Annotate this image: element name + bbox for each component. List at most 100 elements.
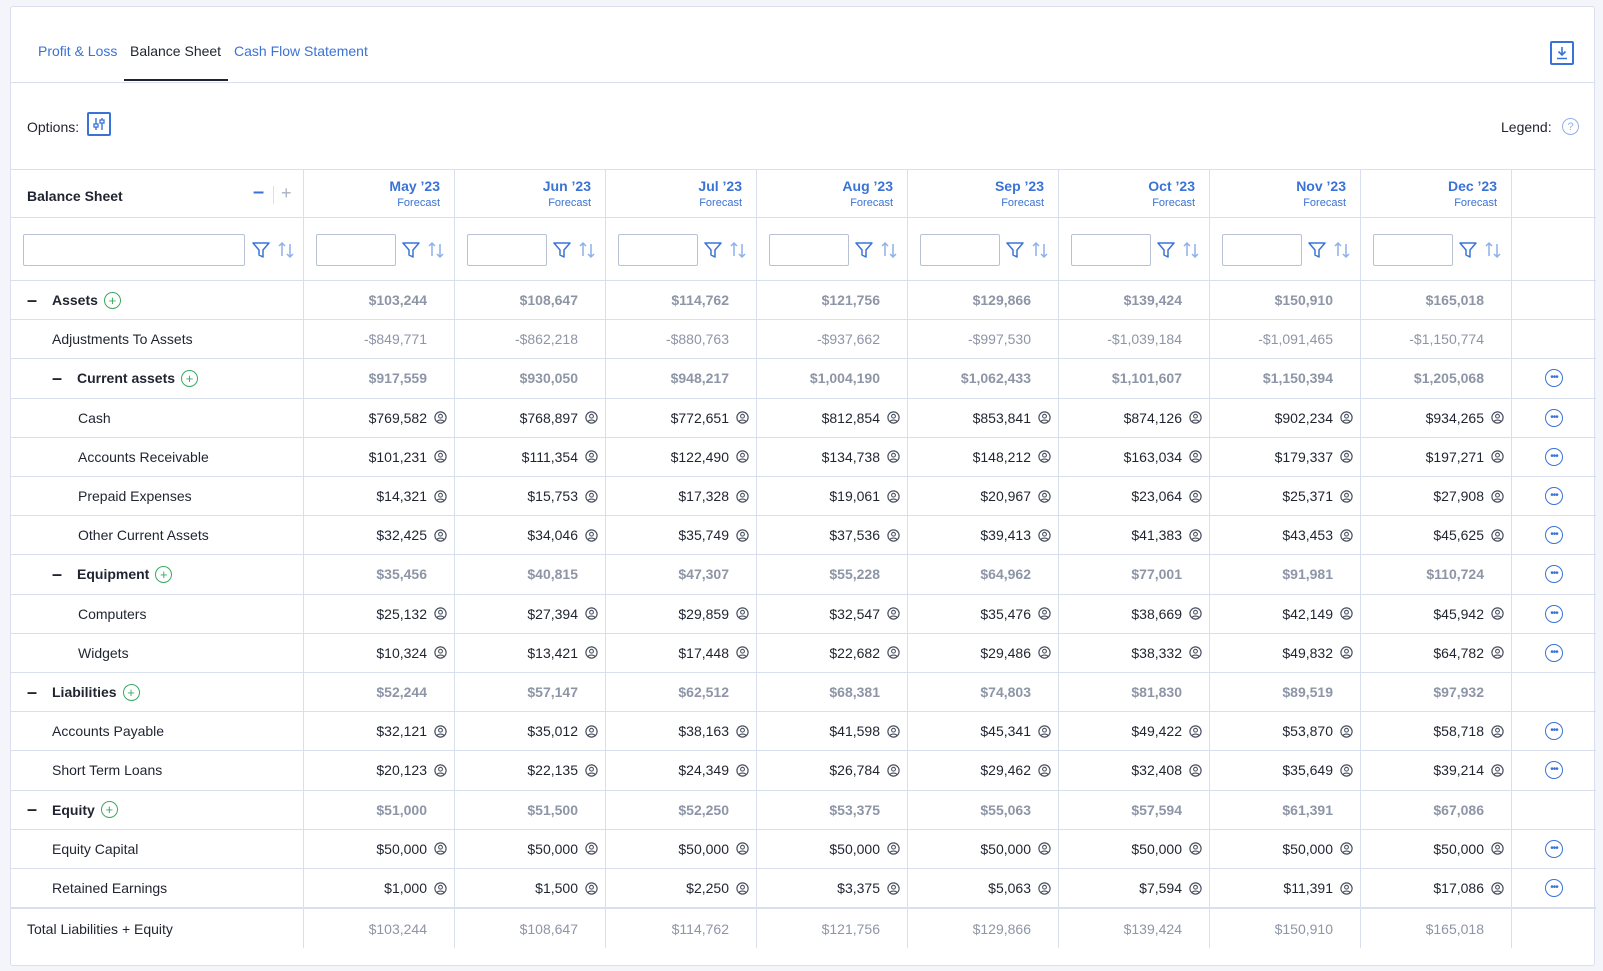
cell-value[interactable]: $37,536: [757, 516, 908, 554]
cell-value[interactable]: $17,448: [606, 634, 757, 672]
cell-value[interactable]: $197,271: [1361, 438, 1512, 476]
month-header[interactable]: Nov ’23 Forecast: [1210, 170, 1361, 217]
cell-value[interactable]: $853,841: [908, 399, 1059, 437]
filter-icon[interactable]: [1156, 240, 1176, 260]
sort-icon[interactable]: [879, 240, 899, 260]
cell-value[interactable]: $29,486: [908, 634, 1059, 672]
cell-value[interactable]: $25,132: [304, 595, 455, 633]
collapse-toggle[interactable]: –: [52, 367, 63, 388]
cell-value[interactable]: $10,324: [304, 634, 455, 672]
row-actions-button[interactable]: •••: [1512, 830, 1596, 868]
column-filter-input[interactable]: [316, 234, 396, 266]
filter-icon[interactable]: [703, 240, 723, 260]
cell-value[interactable]: $50,000: [606, 830, 757, 868]
add-row-icon[interactable]: +: [100, 801, 118, 819]
cell-value[interactable]: $35,012: [455, 712, 606, 750]
cell-value[interactable]: $50,000: [757, 830, 908, 868]
download-button[interactable]: [1550, 41, 1574, 65]
row-actions-button[interactable]: •••: [1512, 712, 1596, 750]
cell-value[interactable]: $58,718: [1361, 712, 1512, 750]
cell-value[interactable]: $35,749: [606, 516, 757, 554]
column-filter-input[interactable]: [618, 234, 698, 266]
cell-value[interactable]: $24,349: [606, 751, 757, 789]
cell-value[interactable]: $148,212: [908, 438, 1059, 476]
month-header[interactable]: Dec ’23 Forecast: [1361, 170, 1512, 217]
cell-value[interactable]: $111,354: [455, 438, 606, 476]
column-filter-input[interactable]: [467, 234, 547, 266]
cell-value[interactable]: $17,328: [606, 477, 757, 515]
collapse-toggle[interactable]: –: [52, 563, 63, 584]
help-icon[interactable]: ?: [1562, 118, 1579, 135]
sort-icon[interactable]: [728, 240, 748, 260]
column-filter-input[interactable]: [1071, 234, 1151, 266]
cell-value[interactable]: $43,453: [1210, 516, 1361, 554]
filter-icon[interactable]: [854, 240, 874, 260]
row-actions-button[interactable]: •••: [1512, 399, 1596, 437]
cell-value[interactable]: $50,000: [1059, 830, 1210, 868]
cell-value[interactable]: $20,123: [304, 751, 455, 789]
row-actions-button[interactable]: •••: [1512, 595, 1596, 633]
cell-value[interactable]: $38,669: [1059, 595, 1210, 633]
column-filter-input[interactable]: [769, 234, 849, 266]
month-header[interactable]: Jun ’23 Forecast: [455, 170, 606, 217]
add-row-icon[interactable]: +: [103, 291, 121, 309]
month-header[interactable]: Oct ’23 Forecast: [1059, 170, 1210, 217]
cell-value[interactable]: $41,598: [757, 712, 908, 750]
cell-value[interactable]: $768,897: [455, 399, 606, 437]
cell-value[interactable]: $41,383: [1059, 516, 1210, 554]
sort-icon[interactable]: [1181, 240, 1201, 260]
cell-value[interactable]: $101,231: [304, 438, 455, 476]
sort-icon[interactable]: [276, 240, 296, 260]
add-row-icon[interactable]: +: [181, 369, 199, 387]
row-actions-button[interactable]: •••: [1512, 359, 1596, 397]
sort-icon[interactable]: [426, 240, 446, 260]
cell-value[interactable]: $38,163: [606, 712, 757, 750]
add-row-icon[interactable]: +: [122, 683, 140, 701]
cell-value[interactable]: $53,870: [1210, 712, 1361, 750]
cell-value[interactable]: $163,034: [1059, 438, 1210, 476]
cell-value[interactable]: $769,582: [304, 399, 455, 437]
cell-value[interactable]: $50,000: [908, 830, 1059, 868]
cell-value[interactable]: $22,682: [757, 634, 908, 672]
row-actions-button[interactable]: •••: [1512, 869, 1596, 907]
cell-value[interactable]: $38,332: [1059, 634, 1210, 672]
column-filter-input[interactable]: [920, 234, 1000, 266]
cell-value[interactable]: $35,649: [1210, 751, 1361, 789]
month-header[interactable]: Jul ’23 Forecast: [606, 170, 757, 217]
cell-value[interactable]: $812,854: [757, 399, 908, 437]
filter-icon[interactable]: [552, 240, 572, 260]
cell-value[interactable]: $179,337: [1210, 438, 1361, 476]
collapse-all-button[interactable]: –: [253, 181, 265, 203]
sort-icon[interactable]: [1332, 240, 1352, 260]
cell-value[interactable]: $39,214: [1361, 751, 1512, 789]
cell-value[interactable]: $20,967: [908, 477, 1059, 515]
cell-value[interactable]: $25,371: [1210, 477, 1361, 515]
cell-value[interactable]: $7,594: [1059, 869, 1210, 907]
row-actions-button[interactable]: •••: [1512, 634, 1596, 672]
tab-balance-sheet[interactable]: Balance Sheet: [130, 43, 222, 59]
cell-value[interactable]: $49,832: [1210, 634, 1361, 672]
cell-value[interactable]: $29,859: [606, 595, 757, 633]
cell-value[interactable]: $45,341: [908, 712, 1059, 750]
cell-value[interactable]: $19,061: [757, 477, 908, 515]
month-header[interactable]: May ’23 Forecast: [304, 170, 455, 217]
cell-value[interactable]: $23,064: [1059, 477, 1210, 515]
cell-value[interactable]: $934,265: [1361, 399, 1512, 437]
cell-value[interactable]: $64,782: [1361, 634, 1512, 672]
sort-icon[interactable]: [1483, 240, 1503, 260]
cell-value[interactable]: $42,149: [1210, 595, 1361, 633]
tab-profit-loss[interactable]: Profit & Loss: [38, 43, 118, 59]
options-button[interactable]: [87, 112, 111, 136]
add-row-icon[interactable]: +: [155, 565, 173, 583]
cell-value[interactable]: $32,121: [304, 712, 455, 750]
row-actions-button[interactable]: •••: [1512, 555, 1596, 593]
sort-icon[interactable]: [1030, 240, 1050, 260]
cell-value[interactable]: $39,413: [908, 516, 1059, 554]
cell-value[interactable]: $32,408: [1059, 751, 1210, 789]
cell-value[interactable]: $3,375: [757, 869, 908, 907]
name-filter-input[interactable]: [23, 234, 245, 266]
row-actions-button[interactable]: •••: [1512, 438, 1596, 476]
cell-value[interactable]: $122,490: [606, 438, 757, 476]
cell-value[interactable]: $32,425: [304, 516, 455, 554]
collapse-toggle[interactable]: –: [27, 681, 38, 702]
